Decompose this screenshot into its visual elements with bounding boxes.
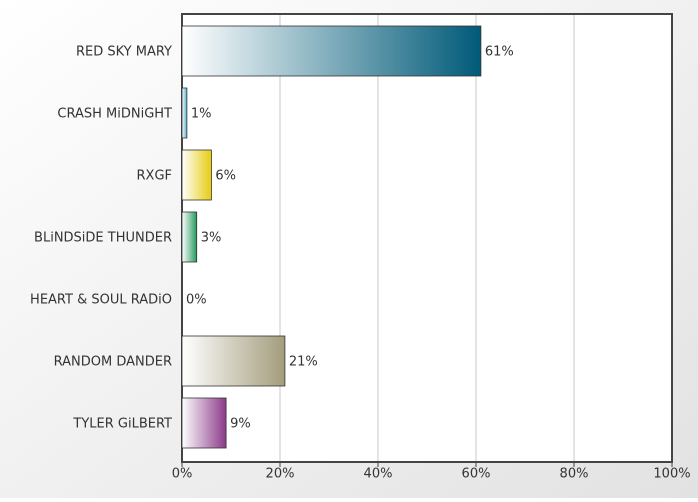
y-tick-label: TYLER GiLBERT	[72, 417, 172, 432]
value-label: 1%	[191, 107, 212, 122]
value-label: 6%	[215, 169, 236, 184]
y-tick-label: HEART & SOUL RADiO	[30, 293, 172, 308]
y-tick-label: RXGF	[137, 169, 173, 184]
value-label: 0%	[186, 293, 207, 308]
bar	[181, 25, 482, 77]
bar	[181, 149, 212, 201]
x-tick-label: 20%	[266, 467, 295, 482]
value-label: 61%	[485, 45, 514, 60]
x-tick-label: 40%	[364, 467, 393, 482]
value-label: 21%	[289, 355, 318, 370]
value-label: 3%	[201, 231, 222, 246]
bar	[181, 87, 188, 139]
bar	[181, 211, 198, 263]
x-tick-label: 80%	[560, 467, 589, 482]
y-tick-label: RED SKY MARY	[76, 45, 172, 60]
value-label: 9%	[230, 417, 251, 432]
y-tick-label: RANDOM DANDER	[54, 355, 172, 370]
y-tick-label: BLiNDSiDE THUNDER	[34, 231, 172, 246]
y-tick-label: CRASH MiDNiGHT	[57, 107, 172, 122]
bar	[181, 335, 286, 387]
bar	[181, 397, 227, 449]
x-tick-label: 0%	[172, 467, 193, 482]
x-tick-label: 60%	[462, 467, 491, 482]
x-tick-label: 100%	[653, 467, 690, 482]
plot-area	[182, 14, 672, 462]
